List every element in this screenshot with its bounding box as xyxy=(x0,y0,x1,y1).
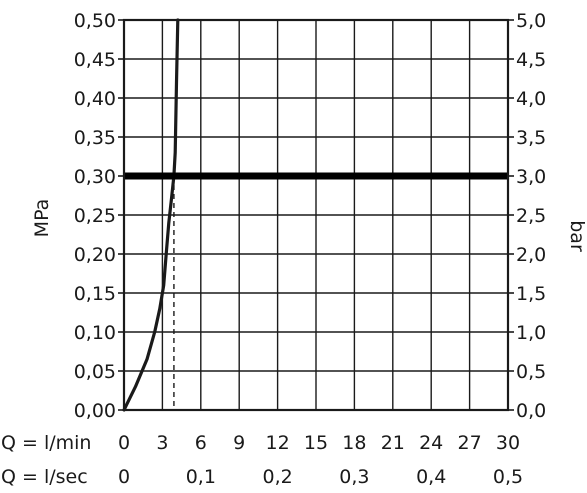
x-row2-tick-label: 0,1 xyxy=(186,466,216,488)
x-row1-tick-label: 9 xyxy=(233,432,245,454)
x-row1-tick-label: 18 xyxy=(342,432,366,454)
x-row2-tick-labels: 0 0,1 0,2 0,3 0,4 0,5 xyxy=(118,466,523,488)
y-left-tick-label: 0,30 xyxy=(74,166,116,188)
y-right-tick-label: 4,5 xyxy=(516,49,546,71)
y-right-tick-label: 2,0 xyxy=(516,244,546,266)
y-right-tick-labels: 0,0 0,5 1,0 1,5 2,0 2,5 3,0 3,5 4,0 4,5 5,0 xyxy=(508,10,546,422)
y-left-tick-label: 0,35 xyxy=(74,127,116,149)
y-right-tick-label: 4,0 xyxy=(516,88,546,110)
series-line xyxy=(122,18,180,412)
y-left-tick-label: 0,05 xyxy=(74,361,116,383)
x-row2-tick-label: 0,5 xyxy=(493,466,523,488)
x-row1-tick-label: 12 xyxy=(266,432,290,454)
x-row2-tick-label: 0,2 xyxy=(262,466,292,488)
x-row1-tick-label: 21 xyxy=(381,432,405,454)
x-row2-axis-label: Q = l/sec xyxy=(1,466,88,488)
y-left-tick-label: 0,00 xyxy=(74,400,116,422)
x-row1-tick-label: 0 xyxy=(118,432,130,454)
x-row2-tick-label: 0,3 xyxy=(339,466,369,488)
x-row1-tick-label: 27 xyxy=(458,432,482,454)
x-row2-tick-label: 0,4 xyxy=(416,466,446,488)
x-row1-tick-label: 15 xyxy=(304,432,328,454)
y-left-tick-label: 0,15 xyxy=(74,283,116,305)
y-left-axis-label: MPa xyxy=(31,199,53,238)
y-right-tick-label: 1,0 xyxy=(516,322,546,344)
y-left-tick-label: 0,10 xyxy=(74,322,116,344)
y-right-tick-label: 0,0 xyxy=(516,400,546,422)
y-left-tick-labels: 0,00 0,05 0,10 0,15 0,20 0,25 0,30 0,35 0,40 0,45… xyxy=(74,10,124,422)
y-left-tick-label: 0,45 xyxy=(74,49,116,71)
x-row1-tick-label: 6 xyxy=(195,432,207,454)
y-right-tick-label: 2,5 xyxy=(516,205,546,227)
y-right-tick-label: 5,0 xyxy=(516,10,546,32)
x-row1-tick-label: 30 xyxy=(496,432,520,454)
y-right-tick-label: 3,5 xyxy=(516,127,546,149)
x-row1-axis-label: Q = l/min xyxy=(1,432,91,454)
y-left-tick-label: 0,40 xyxy=(74,88,116,110)
x-row1-tick-label: 3 xyxy=(156,432,168,454)
x-row2-tick-label: 0 xyxy=(118,466,130,488)
y-right-tick-label: 0,5 xyxy=(516,361,546,383)
chart-grid xyxy=(124,20,508,410)
y-left-tick-label: 0,20 xyxy=(74,244,116,266)
y-left-tick-label: 0,25 xyxy=(74,205,116,227)
y-right-axis-label: bar xyxy=(566,220,587,252)
y-left-tick-label: 0,50 xyxy=(74,10,116,32)
y-right-tick-label: 3,0 xyxy=(516,166,546,188)
y-right-tick-label: 1,5 xyxy=(516,283,546,305)
x-row1-tick-labels: 0 3 6 9 12 15 18 21 24 27 30 xyxy=(118,432,520,454)
x-row1-tick-label: 24 xyxy=(419,432,443,454)
series-group xyxy=(122,18,180,412)
